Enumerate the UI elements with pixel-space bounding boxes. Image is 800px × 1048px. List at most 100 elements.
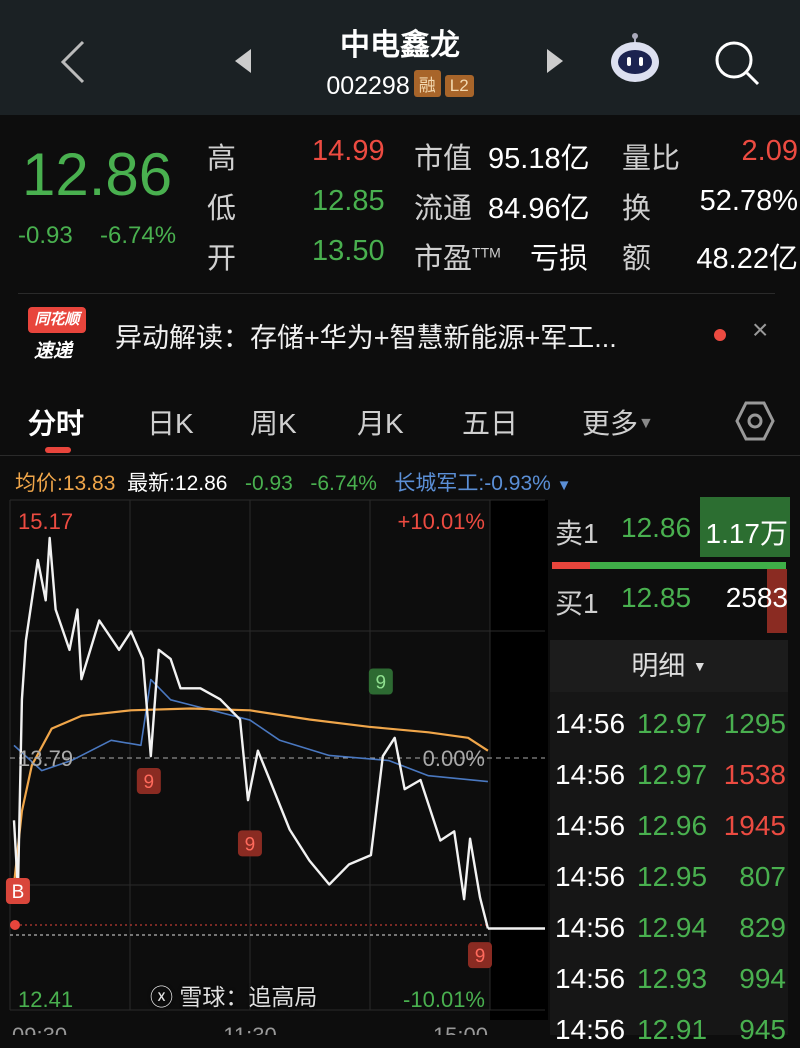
signal-marker-label: 9 [475, 946, 486, 967]
bottom-pct-label: -10.01% [403, 987, 485, 1012]
pe-label: 市盈TTM [414, 235, 501, 277]
prev-stock-icon[interactable] [233, 47, 253, 75]
chart-info-line: 均价:13.83 最新:12.86 -0.93 -6.74% 长城军工:-0.9… [15, 467, 572, 497]
trade-time: 14:56 [555, 963, 626, 994]
trade-row: 14:56 12.93 994 [555, 963, 790, 997]
index-line [13, 678, 488, 783]
price-line [12, 536, 490, 929]
info-change: -0.93 [244, 472, 293, 495]
pe-ttm: TTM [472, 244, 501, 261]
l2-badge: L2 [444, 75, 474, 97]
trade-price: 12.91 [637, 1014, 708, 1045]
snowball-logo-icon: ⓧ [150, 984, 173, 1010]
trade-time: 14:56 [555, 912, 626, 943]
amount-value: 48.22亿 [696, 243, 798, 275]
signal-marker [237, 830, 262, 857]
trade-list [550, 692, 788, 1035]
trade-price: 12.94 [637, 912, 708, 943]
tab-monthly[interactable]: 月K [357, 408, 404, 439]
bid1-volume: 2583 [725, 582, 788, 613]
market-cap-label: 市值 [414, 143, 473, 175]
news-banner[interactable]: 同花顺 速递 异动解读：存储+华为+智慧新能源+军工... × [0, 300, 800, 365]
high-label: 高 [207, 143, 237, 175]
trade-price: 12.96 [637, 810, 708, 841]
back-icon[interactable] [55, 38, 89, 86]
turnover-label: 换 [622, 193, 652, 225]
tab-intraday[interactable]: 分时 [28, 408, 85, 439]
settings-icon[interactable] [735, 400, 775, 442]
trade-row: 14:56 12.96 1945 [555, 810, 790, 844]
high-value: 14.99 [312, 135, 385, 167]
open-label: 开 [207, 243, 237, 275]
sell-ratio-bar [590, 562, 786, 569]
tab-weekly[interactable]: 周K [250, 408, 297, 439]
stock-code-line: 002298 融 L2 [0, 70, 800, 101]
intraday-chart[interactable]: 9 9 9 9 B 15.17 +10.01% 13.79 0.00% 12.41 -10.01% 0… [0, 495, 550, 1035]
trade-time: 14:56 [555, 1014, 626, 1045]
pe-value: 亏损 [530, 243, 589, 275]
close-icon[interactable]: × [752, 314, 769, 345]
news-logo-bottom: 速递 [34, 341, 73, 362]
volume-column [490, 500, 548, 1020]
top-bar: 中电鑫龙 002298 融 L2 [0, 0, 800, 115]
dropdown-triangle-icon: ▼ [638, 415, 654, 432]
margin-badge: 融 [413, 70, 441, 97]
trade-time: 14:56 [555, 810, 626, 841]
avg-price-line [12, 707, 489, 885]
info-change-pct: -6.74% [310, 472, 377, 495]
trade-time: 14:56 [555, 759, 626, 790]
trade-row: 14:56 12.95 807 [555, 861, 790, 895]
tab-daily[interactable]: 日K [147, 408, 194, 439]
search-icon[interactable] [712, 38, 762, 88]
turnover-value: 52.78% [699, 185, 798, 217]
x-tick-label: 09:30 [12, 1023, 67, 1035]
float-cap-value: 84.96亿 [488, 193, 590, 225]
float-cap-label: 流通 [414, 193, 473, 225]
trade-volume: 1945 [723, 810, 786, 841]
divider [18, 293, 775, 294]
trade-price: 12.93 [637, 963, 708, 994]
robot-assistant-icon[interactable] [605, 30, 665, 86]
detail-label: 明细 [631, 651, 686, 681]
signal-marker [136, 768, 161, 794]
dropdown-triangle-icon: ▼ [692, 658, 707, 674]
trade-price: 12.97 [637, 759, 708, 790]
latest-price: 最新:12.86 [127, 472, 228, 495]
avg-price: 均价:13.83 [15, 472, 116, 495]
low-value: 12.85 [312, 185, 385, 217]
trade-volume: 1295 [723, 708, 786, 739]
sell-volume-bar [700, 497, 790, 557]
signal-marker-label: 9 [376, 673, 387, 694]
tab-five-day[interactable]: 五日 [462, 408, 519, 439]
watermark: ⓧ 雪球：追高局 [150, 978, 317, 1012]
next-stock-icon[interactable] [545, 47, 565, 75]
tab-more-label: 更多 [582, 408, 639, 439]
signal-marker-label: 9 [245, 834, 256, 855]
active-tab-indicator [45, 447, 71, 453]
signal-marker-label: 9 [144, 772, 155, 793]
tab-more[interactable]: 更多▼ [582, 402, 654, 442]
trade-time: 14:56 [555, 861, 626, 892]
watermark-text: 雪球：追高局 [179, 984, 318, 1010]
bid1-price: 12.85 [621, 582, 692, 613]
last-price: 12.86 [22, 141, 173, 208]
y-min-label: 12.41 [18, 987, 73, 1012]
index-compare[interactable]: 长城军工:-0.93% [394, 472, 551, 495]
trade-row: 14:56 12.97 1295 [555, 708, 790, 742]
trade-price: 12.97 [637, 708, 708, 739]
volume-ratio-value: 2.09 [741, 135, 798, 167]
dropdown-triangle-icon[interactable]: ▼ [556, 477, 572, 494]
buy-volume-bar [767, 569, 787, 633]
signal-marker-label: B [12, 882, 25, 903]
amount-label: 额 [622, 243, 652, 275]
top-pct-label: +10.01% [398, 509, 485, 534]
news-text: 异动解读：存储+华为+智慧新能源+军工... [115, 323, 617, 353]
trade-volume: 807 [739, 861, 786, 892]
market-cap-value: 95.18亿 [488, 143, 590, 175]
trade-volume: 994 [739, 963, 786, 994]
trade-row: 14:56 12.91 945 [555, 1014, 790, 1048]
trade-time: 14:56 [555, 708, 626, 739]
ask1-price: 12.86 [621, 512, 692, 543]
prev-close-label: 13.79 [18, 746, 73, 771]
detail-toggle[interactable]: 明细 ▼ [550, 640, 788, 692]
